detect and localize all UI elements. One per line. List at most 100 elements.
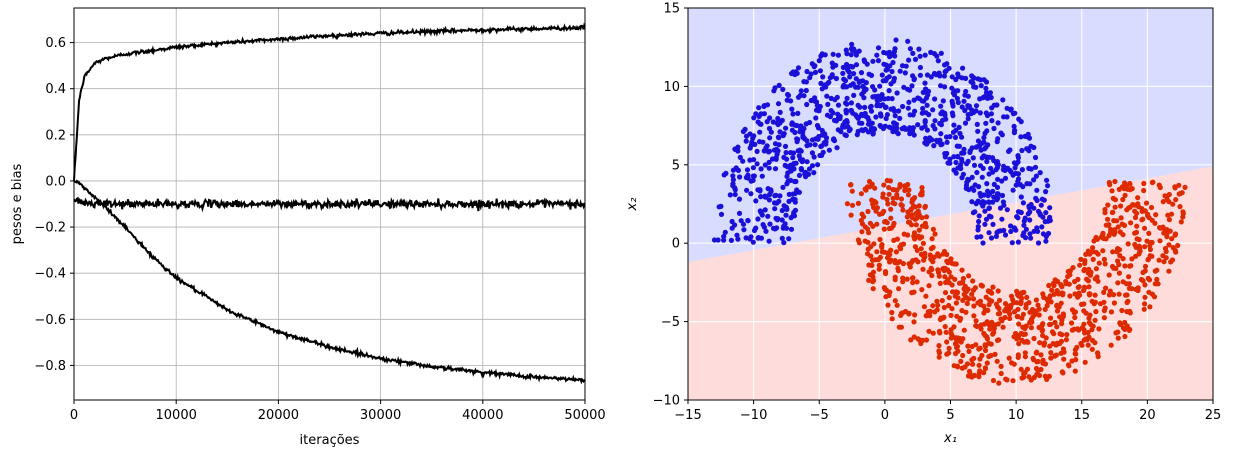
scatter-point-class-2 <box>1108 226 1114 232</box>
scatter-point-class-2 <box>1049 287 1055 293</box>
scatter-point-class-1 <box>768 129 774 135</box>
scatter-point-class-1 <box>1000 199 1007 205</box>
scatter-point-class-2 <box>937 316 944 323</box>
scatter-point-class-2 <box>1166 268 1172 274</box>
scatter-point-class-2 <box>995 288 1001 294</box>
scatter-point-class-1 <box>1027 231 1033 237</box>
scatter-point-class-1 <box>963 185 969 191</box>
scatter-point-class-2 <box>978 322 985 328</box>
scatter-point-class-1 <box>790 196 796 202</box>
scatter-point-class-2 <box>1090 249 1096 255</box>
scatter-point-class-1 <box>978 83 984 89</box>
scatter-point-class-2 <box>917 192 924 198</box>
scatter-point-class-2 <box>1175 242 1181 249</box>
scatter-point-class-1 <box>942 62 948 68</box>
scatter-point-class-2 <box>910 197 916 203</box>
scatter-point-class-2 <box>910 280 916 286</box>
scatter-point-class-1 <box>794 139 800 145</box>
series-line-2 <box>73 196 586 213</box>
scatter-point-class-1 <box>786 236 792 242</box>
scatter-point-class-2 <box>1160 253 1166 259</box>
scatter-point-class-1 <box>776 82 782 88</box>
scatter-point-class-1 <box>919 98 925 104</box>
scatter-point-class-1 <box>1039 224 1045 230</box>
scatter-point-class-1 <box>911 97 917 103</box>
scatter-point-class-2 <box>917 235 923 241</box>
scatter-point-class-2 <box>1132 202 1138 208</box>
scatter-point-class-2 <box>990 284 996 290</box>
scatter-point-class-1 <box>780 225 786 231</box>
scatter-point-class-1 <box>807 142 813 148</box>
scatter-point-class-1 <box>982 146 988 152</box>
scatter-point-class-2 <box>868 253 874 259</box>
scatter-point-class-2 <box>996 337 1002 343</box>
scatter-point-class-1 <box>938 83 944 89</box>
scatter-point-class-2 <box>928 256 934 262</box>
scatter-point-class-1 <box>988 165 994 171</box>
scatter-point-class-1 <box>908 128 914 134</box>
scatter-point-class-2 <box>1166 217 1172 223</box>
y-tick-label: −0.4 <box>34 267 66 282</box>
scatter-point-class-2 <box>935 302 941 308</box>
scatter-point-class-1 <box>789 127 796 133</box>
scatter-point-class-1 <box>842 132 848 138</box>
scatter-point-class-1 <box>1004 207 1010 213</box>
scatter-point-class-2 <box>935 251 941 257</box>
scatter-point-class-2 <box>942 324 948 330</box>
y-axis-label: pesos e bias <box>10 163 25 244</box>
scatter-point-class-1 <box>827 75 833 81</box>
scatter-point-class-2 <box>883 270 889 277</box>
scatter-point-class-2 <box>1149 179 1155 186</box>
scatter-point-class-2 <box>923 337 930 343</box>
scatter-point-class-2 <box>1051 331 1057 337</box>
scatter-point-class-2 <box>1059 332 1065 338</box>
scatter-point-class-2 <box>1018 366 1024 372</box>
scatter-point-class-2 <box>963 294 969 300</box>
scatter-point-class-1 <box>938 122 945 128</box>
scatter-point-class-1 <box>779 235 785 241</box>
scatter-point-class-2 <box>1072 314 1078 321</box>
scatter-point-class-1 <box>759 173 765 179</box>
scatter-point-class-1 <box>747 236 753 242</box>
scatter-point-class-2 <box>1163 248 1169 255</box>
scatter-point-class-2 <box>920 240 927 246</box>
scatter-point-class-1 <box>986 199 992 205</box>
scatter-point-class-2 <box>1167 228 1173 234</box>
x-tick-label: 25 <box>1205 408 1222 423</box>
scatter-point-class-2 <box>905 192 912 198</box>
scatter-point-class-1 <box>1043 233 1049 240</box>
scatter-point-class-1 <box>909 83 915 89</box>
scatter-point-class-1 <box>737 154 743 160</box>
scatter-point-class-2 <box>1154 276 1160 282</box>
scatter-point-class-2 <box>1146 230 1152 236</box>
scatter-point-class-2 <box>1044 375 1050 381</box>
scatter-point-class-2 <box>1059 321 1065 327</box>
scatter-point-class-1 <box>785 170 791 176</box>
scatter-point-class-1 <box>980 240 986 246</box>
scatter-point-class-1 <box>1038 202 1044 208</box>
scatter-point-class-2 <box>960 275 967 282</box>
scatter-point-class-2 <box>937 280 943 286</box>
scatter-point-class-1 <box>728 237 735 243</box>
scatter-point-class-1 <box>776 135 782 141</box>
scatter-point-class-2 <box>1040 291 1046 297</box>
scatter-point-class-2 <box>1139 208 1145 214</box>
scatter-point-class-1 <box>965 116 971 122</box>
scatter-point-class-2 <box>1178 190 1184 196</box>
scatter-point-class-2 <box>1115 335 1121 341</box>
scatter-point-class-1 <box>875 45 882 51</box>
scatter-point-class-1 <box>863 86 869 92</box>
scatter-point-class-1 <box>931 70 938 77</box>
scatter-point-class-2 <box>1153 212 1159 218</box>
scatter-point-class-2 <box>1105 216 1111 222</box>
scatter-point-class-2 <box>1037 340 1043 346</box>
scatter-point-class-2 <box>930 330 936 336</box>
scatter-point-class-1 <box>949 85 955 91</box>
scatter-point-class-2 <box>1038 352 1044 358</box>
scatter-point-class-2 <box>873 208 879 214</box>
scatter-point-class-1 <box>917 53 923 59</box>
scatter-point-class-2 <box>1042 361 1049 367</box>
scatter-point-class-1 <box>923 141 930 147</box>
scatter-point-class-1 <box>870 84 876 90</box>
scatter-point-class-1 <box>1045 218 1051 224</box>
